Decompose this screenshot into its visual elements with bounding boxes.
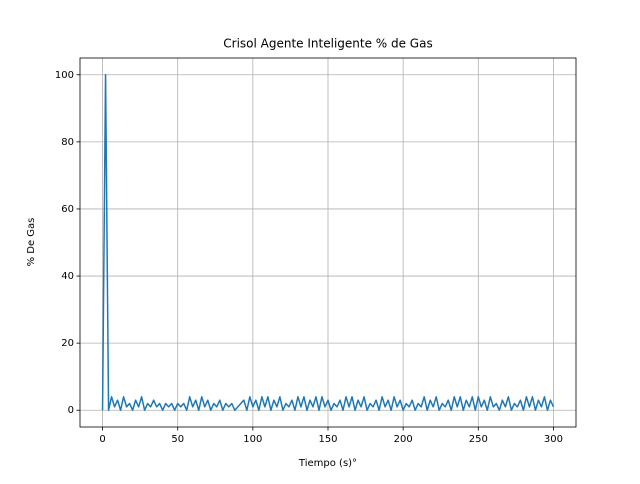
x-tick-label: 200: [394, 434, 413, 445]
y-tick-label: 40: [61, 271, 74, 282]
x-tick-label: 100: [243, 434, 262, 445]
x-axis-label: Tiempo (s)°: [298, 458, 357, 469]
y-tick-label: 0: [68, 405, 74, 416]
x-tick-label: 0: [99, 434, 105, 445]
line-series: [101, 74, 555, 411]
y-tick-label: 100: [55, 70, 74, 81]
plot-frame: [79, 57, 577, 428]
x-tick-label: 250: [469, 434, 488, 445]
y-tick-label: 60: [61, 204, 74, 215]
x-tick-label: 150: [318, 434, 337, 445]
x-tick-label: 50: [171, 434, 184, 445]
chart-title: Crisol Agente Inteligente % de Gas: [223, 37, 432, 51]
x-tick-label: 300: [544, 434, 563, 445]
y-axis-label: % De Gas: [26, 218, 37, 267]
y-tick-label: 80: [61, 137, 74, 148]
y-tick-label: 20: [61, 338, 74, 349]
